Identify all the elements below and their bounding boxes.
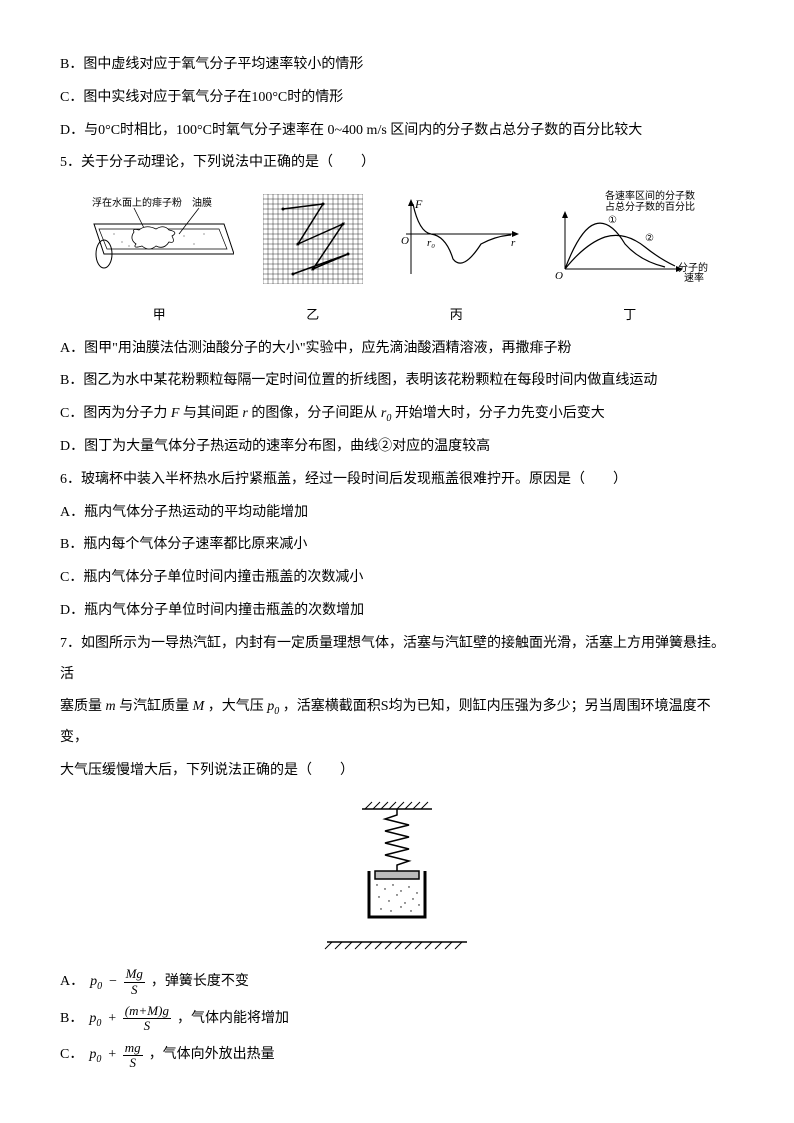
label-r: r xyxy=(511,237,516,249)
plus-c: + xyxy=(107,1040,116,1071)
var-m: m xyxy=(106,699,116,714)
curve-1-label: ① xyxy=(608,215,617,226)
curve-2-label: ② xyxy=(645,233,654,244)
q5-option-d: D．图丁为大量气体分子热运动的速率分布图，曲线②对应的温度较高 xyxy=(60,432,734,463)
spring-svg xyxy=(307,797,487,957)
q5-option-c: C．图丙为分子力 F 与其间距 r 的图像，分子间距从 r0 开始增大时，分子力… xyxy=(60,399,734,430)
q7b-post: ，气体内能将增加 xyxy=(177,1004,289,1035)
question-7-line2: 塞质量 m 与汽缸质量 M ，大气压 p0 ，活塞横截面积S均为已知，则缸内压强… xyxy=(60,692,734,754)
q5c-pre: C．图丙为分子力 xyxy=(60,406,167,421)
var-F: F xyxy=(171,406,180,421)
question-6: 6．玻璃杯中装入半杯热水后拧紧瓶盖，经过一段时间后发现瓶盖很难拧开。原因是（ ） xyxy=(60,465,734,496)
dist-label-2: 占总分子数的百分比 xyxy=(605,200,695,213)
frac-c: mg S xyxy=(123,1041,143,1071)
q7-2-pre: 塞质量 xyxy=(60,699,102,714)
figure-spring-cylinder xyxy=(60,797,734,957)
caption-3: 丙 xyxy=(391,301,521,330)
opt-c-label: C． xyxy=(60,1040,83,1071)
dist-x2: 速率 xyxy=(684,271,704,284)
var-p0: p0 xyxy=(267,699,279,714)
tray-svg: 浮在水面上的痱子粉 油膜 xyxy=(84,194,234,284)
label-F: F xyxy=(414,197,423,211)
frac-b: (m+M)g S xyxy=(123,1004,171,1034)
q6-option-a: A．瓶内气体分子热运动的平均动能增加 xyxy=(60,498,734,529)
var-r0: r0 xyxy=(381,406,391,421)
figure-tray: 浮在水面上的痱子粉 油膜 甲 xyxy=(84,194,234,329)
p0-a: p0 xyxy=(90,967,102,998)
plus-b: + xyxy=(107,1004,116,1035)
var-M: M xyxy=(193,699,205,714)
label-O: O xyxy=(401,235,409,247)
q7-option-a: A． p0 − Mg S ，弹簧长度不变 xyxy=(60,967,734,998)
opt-a-label: A． xyxy=(60,967,84,998)
force-svg: F O r₀ r xyxy=(391,194,521,284)
q6-option-b: B．瓶内每个气体分子速率都比原来减小 xyxy=(60,530,734,561)
caption-1: 甲 xyxy=(84,301,234,330)
question-7-line1: 7．如图所示为一导热汽缸，内封有一定质量理想气体，活塞与汽缸壁的接触面光滑，活塞… xyxy=(60,629,734,691)
q5c-mid2: 的图像，分子间距从 xyxy=(251,406,377,421)
p0-b: p0 xyxy=(89,1004,101,1035)
p0-c: p0 xyxy=(89,1040,101,1071)
caption-4: 丁 xyxy=(550,301,710,330)
option-b: B．图中虚线对应于氧气分子平均速率较小的情形 xyxy=(60,50,734,81)
var-r: r xyxy=(242,406,247,421)
q5-option-a: A．图甲"用油膜法估测油酸分子的大小"实验中，应先滴油酸酒精溶液，再撒痱子粉 xyxy=(60,334,734,365)
q7-option-b: B． p0 + (m+M)g S ，气体内能将增加 xyxy=(60,1004,734,1035)
minus: − xyxy=(108,967,117,998)
question-7-line3: 大气压缓慢增大后，下列说法正确的是（ ） xyxy=(60,756,734,787)
q5-option-b: B．图乙为水中某花粉颗粒每隔一定时间位置的折线图，表明该花粉颗粒在每段时间内做直… xyxy=(60,366,734,397)
q6-option-d: D．瓶内气体分子单位时间内撞击瓶盖的次数增加 xyxy=(60,596,734,627)
q5c-post: 开始增大时，分子力先变小后变大 xyxy=(395,406,605,421)
tray-label-2: 油膜 xyxy=(192,196,212,209)
frac-a: Mg S xyxy=(124,967,145,997)
tray-label-1: 浮在水面上的痱子粉 xyxy=(92,196,182,209)
q7-2-mid1: 与汽缸质量 xyxy=(119,699,189,714)
dist-label-1: 各速率区间的分子数 xyxy=(605,189,695,202)
label-r0: r₀ xyxy=(427,237,435,249)
figure-row-q5: 浮在水面上的痱子粉 油膜 甲 乙 xyxy=(60,189,734,329)
q7a-post: ，弹簧长度不变 xyxy=(151,967,249,998)
grid-svg xyxy=(263,194,363,284)
figure-distribution: 各速率区间的分子数 占总分子数的百分比 ① ② O 分子的 速率 丁 xyxy=(550,189,710,329)
opt-b-label: B． xyxy=(60,1004,83,1035)
q7-option-c: C． p0 + mg S ，气体向外放出热量 xyxy=(60,1040,734,1071)
caption-2: 乙 xyxy=(263,301,363,330)
option-d: D．与0°C时相比，100°C时氧气分子速率在 0~400 m/s 区间内的分子… xyxy=(60,116,734,147)
q5c-mid1: 与其间距 xyxy=(183,406,239,421)
option-c: C．图中实线对应于氧气分子在100°C时的情形 xyxy=(60,83,734,114)
figure-grid: 乙 xyxy=(263,194,363,329)
figure-force-graph: F O r₀ r 丙 xyxy=(391,194,521,329)
q7-2-mid2: ，大气压 xyxy=(208,699,264,714)
dist-svg: 各速率区间的分子数 占总分子数的百分比 ① ② O 分子的 速率 xyxy=(550,189,710,284)
dist-O: O xyxy=(555,270,563,282)
q6-option-c: C．瓶内气体分子单位时间内撞击瓶盖的次数减小 xyxy=(60,563,734,594)
q7c-post: ，气体向外放出热量 xyxy=(149,1040,275,1071)
question-5: 5．关于分子动理论，下列说法中正确的是（ ） xyxy=(60,148,734,179)
